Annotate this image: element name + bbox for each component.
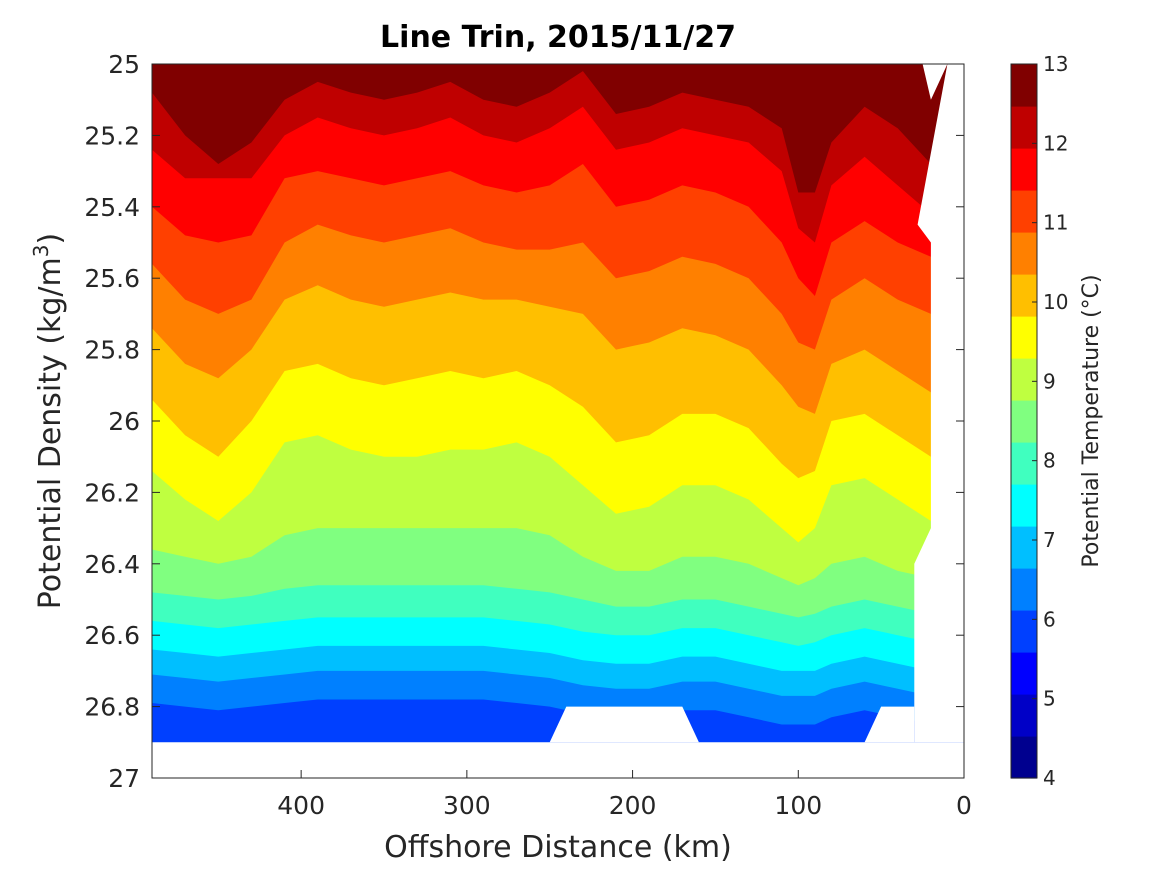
x-tick-label: 400: [277, 791, 325, 820]
colorbar-segment: [1011, 190, 1037, 233]
colorbar-segment: [1011, 64, 1037, 107]
colorbar-tick-label: 5: [1043, 687, 1056, 711]
x-tick-label: 200: [609, 791, 657, 820]
colorbar: 4 5 6 7 8 9 10 11 12 13: [1010, 52, 1068, 790]
y-tick-label: 25.8: [84, 336, 140, 365]
no-data-surface-notch: [922, 64, 948, 100]
colorbar-tick-label: 6: [1043, 607, 1056, 631]
colorbar-tick-label: 9: [1043, 369, 1056, 393]
y-tick-label: 26: [108, 407, 140, 436]
colorbar-segment: [1011, 106, 1037, 149]
y-axis-label-close: ): [33, 233, 68, 245]
y-axis-label-text: Potential Density (kg/m: [33, 257, 68, 609]
contour-bands: [152, 64, 964, 778]
y-axis: 25 25.2 25.4 25.6 25.8 26 26.2 26.4 26.6 26.8 27: [84, 50, 964, 793]
colorbar-tick-label: 4: [1043, 766, 1056, 790]
colorbar-segment: [1011, 694, 1037, 737]
y-tick-label: 26.2: [84, 478, 140, 507]
y-tick-label: 25.2: [84, 121, 140, 150]
y-tick-label: 25.6: [84, 264, 140, 293]
y-tick-label: 27: [108, 764, 140, 793]
x-axis-label: Offshore Distance (km): [384, 830, 732, 865]
colorbar-segment: [1011, 148, 1037, 191]
y-tick-label: 26.8: [84, 693, 140, 722]
y-axis-label: Potential Density (kg/m3): [29, 233, 68, 609]
y-tick-label: 25.4: [84, 193, 140, 222]
chart-title: Line Trin, 2015/11/27: [380, 20, 736, 55]
colorbar-segment: [1011, 442, 1037, 485]
colorbar-segment: [1011, 610, 1037, 653]
no-data-deep-gap-offshore: [152, 742, 964, 778]
colorbar-segment: [1011, 652, 1037, 695]
y-tick-label: 26.6: [84, 621, 140, 650]
colorbar-tick-label: 12: [1043, 131, 1068, 155]
colorbar-segment: [1011, 274, 1037, 317]
colorbar-segment: [1011, 232, 1037, 275]
y-axis-label-superscript: 3: [29, 244, 53, 257]
colorbar-segment: [1011, 526, 1037, 569]
y-tick-label: 26.4: [84, 550, 140, 579]
colorbar-tick-label: 10: [1043, 290, 1068, 314]
colorbar-tick-label: 11: [1043, 211, 1068, 235]
colorbar-segment: [1011, 358, 1037, 401]
colorbar-segment: [1011, 316, 1037, 359]
colorbar-tick-label: 8: [1043, 449, 1056, 473]
no-data-regions: [152, 64, 964, 778]
x-axis: 400 300 200 100 0: [277, 770, 972, 820]
colorbar-tick-label: 13: [1043, 52, 1068, 76]
no-data-deep-gap-midshelf: [549, 706, 699, 743]
x-tick-label: 0: [956, 791, 972, 820]
colorbar-segment: [1011, 400, 1037, 443]
y-tick-label: 25: [108, 50, 140, 79]
no-data-nearshore-column: [914, 64, 964, 743]
colorbar-segment: [1011, 484, 1037, 527]
colorbar-tick-label: 7: [1043, 528, 1056, 552]
colorbar-label: Potential Temperature (°C): [1079, 274, 1104, 567]
x-tick-label: 100: [774, 791, 822, 820]
colorbar-frame: [1010, 63, 1038, 779]
colorbar-segment: [1011, 568, 1037, 611]
colorbar-segment: [1011, 736, 1037, 779]
x-tick-label: 300: [443, 791, 491, 820]
no-data-deep-gap-nearshore: [864, 706, 915, 743]
plot-area: [152, 64, 964, 778]
